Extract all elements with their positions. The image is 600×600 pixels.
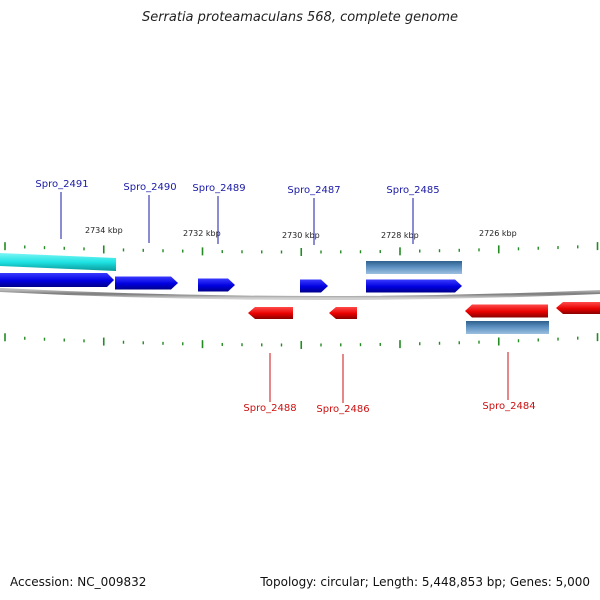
highlight-band-steel (366, 261, 462, 274)
forward-gene-label: Spro_2489 (192, 183, 245, 194)
kbp-labels: 2734 kbp 2732 kbp 2730 kbp 2728 kbp 2726 kbp (85, 226, 517, 240)
tick-marks-outer (4, 242, 599, 256)
reverse-gene-arrow (248, 307, 293, 319)
forward-gene-arrow (198, 278, 235, 292)
reverse-gene-label: Spro_2484 (482, 401, 535, 412)
reverse-gene-arrow (329, 307, 357, 319)
forward-gene-arrow (0, 273, 114, 287)
reverse-gene-label: Spro_2488 (243, 403, 296, 414)
highlight-band-steel (466, 321, 549, 334)
gene-features (0, 273, 600, 319)
kbp-label: 2734 kbp (85, 226, 123, 235)
accession-text: Accession: NC_009832 (10, 575, 147, 589)
highlight-bands (0, 253, 549, 334)
forward-gene-arrow (366, 279, 462, 293)
kbp-label: 2730 kbp (282, 231, 320, 240)
kbp-label: 2728 kbp (381, 231, 419, 240)
forward-gene-label: Spro_2485 (386, 185, 439, 196)
genome-backbone (0, 288, 600, 301)
highlight-band-cyan (0, 253, 116, 271)
forward-gene-arrow (115, 276, 178, 290)
forward-gene-label: Spro_2487 (287, 185, 340, 196)
reverse-gene-arrow (556, 302, 600, 314)
forward-gene-label: Spro_2491 (35, 179, 88, 190)
kbp-label: 2732 kbp (183, 229, 221, 238)
gene-labels: Spro_2491 Spro_2490 Spro_2489 Spro_2487 Spro… (35, 179, 535, 415)
reverse-gene-arrow (465, 304, 548, 318)
map-title: Serratia proteamaculans 568, complete ge… (141, 10, 459, 25)
genome-summary: Topology: circular; Length: 5,448,853 bp… (260, 575, 590, 589)
forward-gene-arrow (300, 279, 328, 293)
kbp-label: 2726 kbp (479, 229, 517, 238)
reverse-gene-label: Spro_2486 (316, 404, 369, 415)
forward-gene-label: Spro_2490 (123, 182, 176, 193)
tick-marks-inner (4, 333, 599, 349)
